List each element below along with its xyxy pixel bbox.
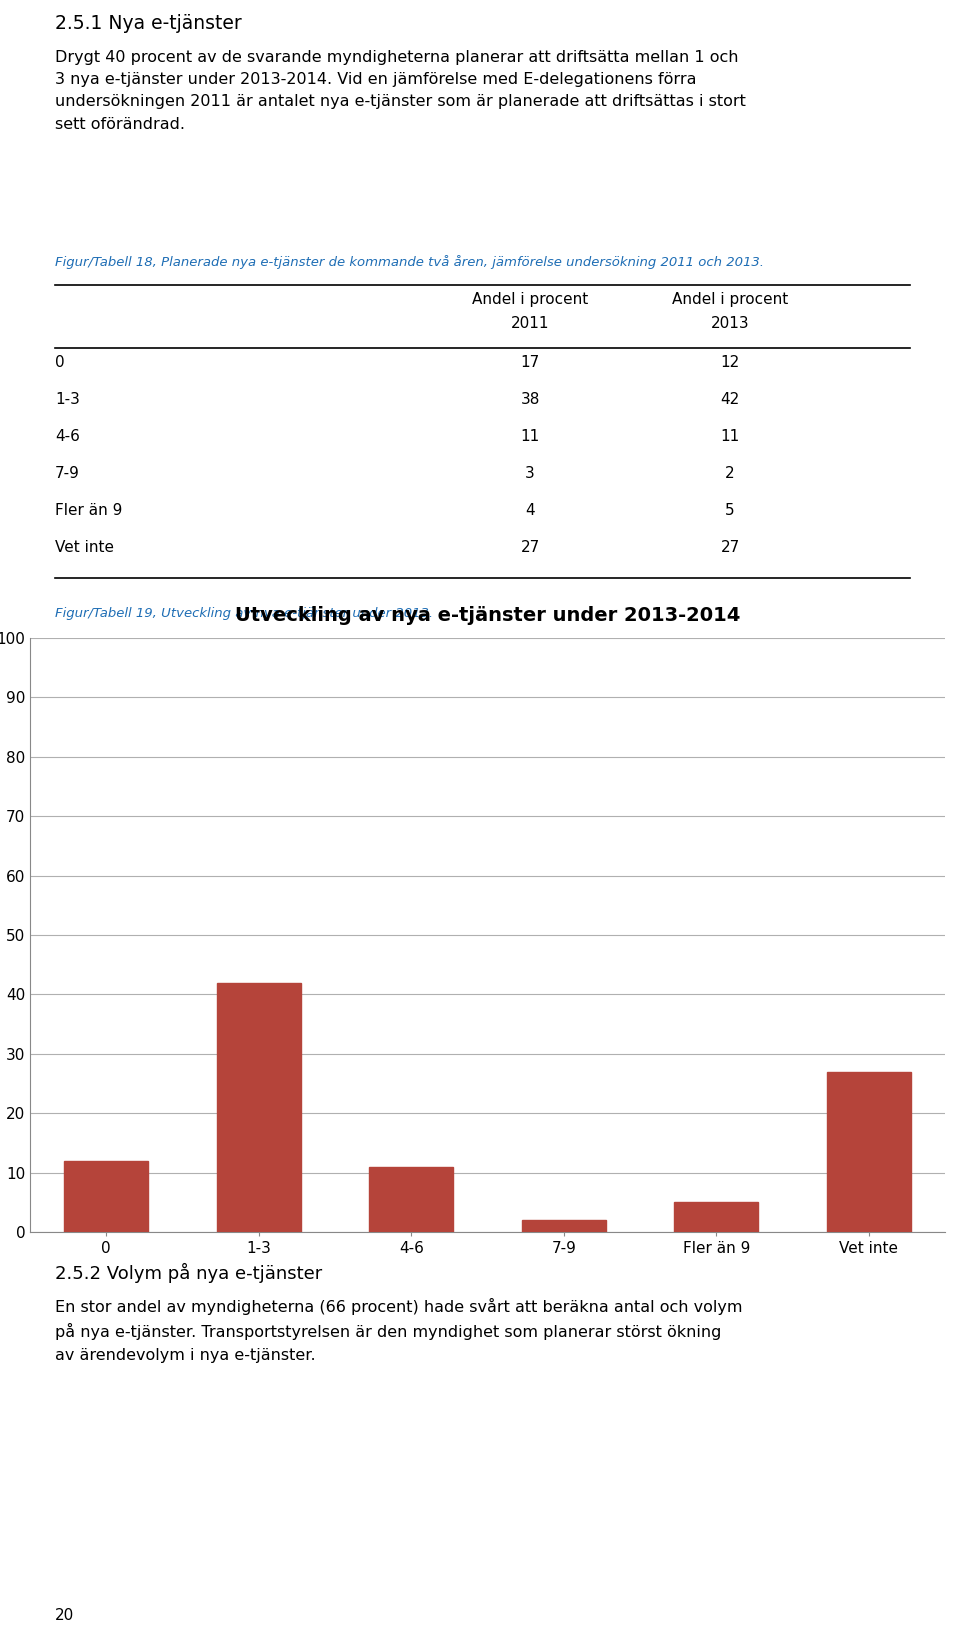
Text: 11: 11 — [520, 429, 540, 444]
Text: Figur/Tabell 19, Utveckling av nya e-tjänster under 2013.: Figur/Tabell 19, Utveckling av nya e-tjä… — [55, 606, 433, 619]
Bar — [827, 1071, 911, 1232]
Text: 2: 2 — [725, 467, 734, 481]
Text: 2.5.2 Volym på nya e-tjänster: 2.5.2 Volym på nya e-tjänster — [55, 1263, 323, 1283]
Text: 11: 11 — [720, 429, 739, 444]
Text: 42: 42 — [720, 393, 739, 407]
Text: 4-6: 4-6 — [55, 429, 80, 444]
Bar — [674, 1203, 758, 1232]
Text: 0: 0 — [55, 355, 64, 370]
Text: 12: 12 — [720, 355, 739, 370]
Text: Figur/Tabell 18, Planerade nya e-tjänster de kommande två åren, jämförelse under: Figur/Tabell 18, Planerade nya e-tjänste… — [55, 255, 764, 269]
Text: 2013: 2013 — [710, 315, 750, 330]
Text: 5: 5 — [725, 503, 734, 518]
Bar — [522, 1221, 606, 1232]
Text: 1-3: 1-3 — [55, 393, 80, 407]
Text: 2011: 2011 — [511, 315, 549, 330]
Text: 27: 27 — [520, 541, 540, 555]
Text: Drygt 40 procent av de svarande myndigheterna planerar att driftsätta mellan 1 o: Drygt 40 procent av de svarande myndighe… — [55, 49, 746, 131]
Title: Utveckling av nya e-tjänster under 2013-2014: Utveckling av nya e-tjänster under 2013-… — [235, 606, 740, 626]
Text: 20: 20 — [55, 1608, 74, 1623]
Text: Andel i procent: Andel i procent — [472, 292, 588, 307]
Text: 27: 27 — [720, 541, 739, 555]
Text: Fler än 9: Fler än 9 — [55, 503, 122, 518]
Text: 7-9: 7-9 — [55, 467, 80, 481]
Bar — [370, 1167, 453, 1232]
Text: 38: 38 — [520, 393, 540, 407]
Bar — [64, 1160, 148, 1232]
Text: Andel i procent: Andel i procent — [672, 292, 788, 307]
Text: 2.5.1 Nya e-tjänster: 2.5.1 Nya e-tjänster — [55, 15, 242, 33]
Text: Vet inte: Vet inte — [55, 541, 114, 555]
Text: 4: 4 — [525, 503, 535, 518]
Bar — [217, 983, 300, 1232]
Text: 17: 17 — [520, 355, 540, 370]
Text: En stor andel av myndigheterna (66 procent) hade svårt att beräkna antal och vol: En stor andel av myndigheterna (66 proce… — [55, 1298, 742, 1362]
Text: 3: 3 — [525, 467, 535, 481]
